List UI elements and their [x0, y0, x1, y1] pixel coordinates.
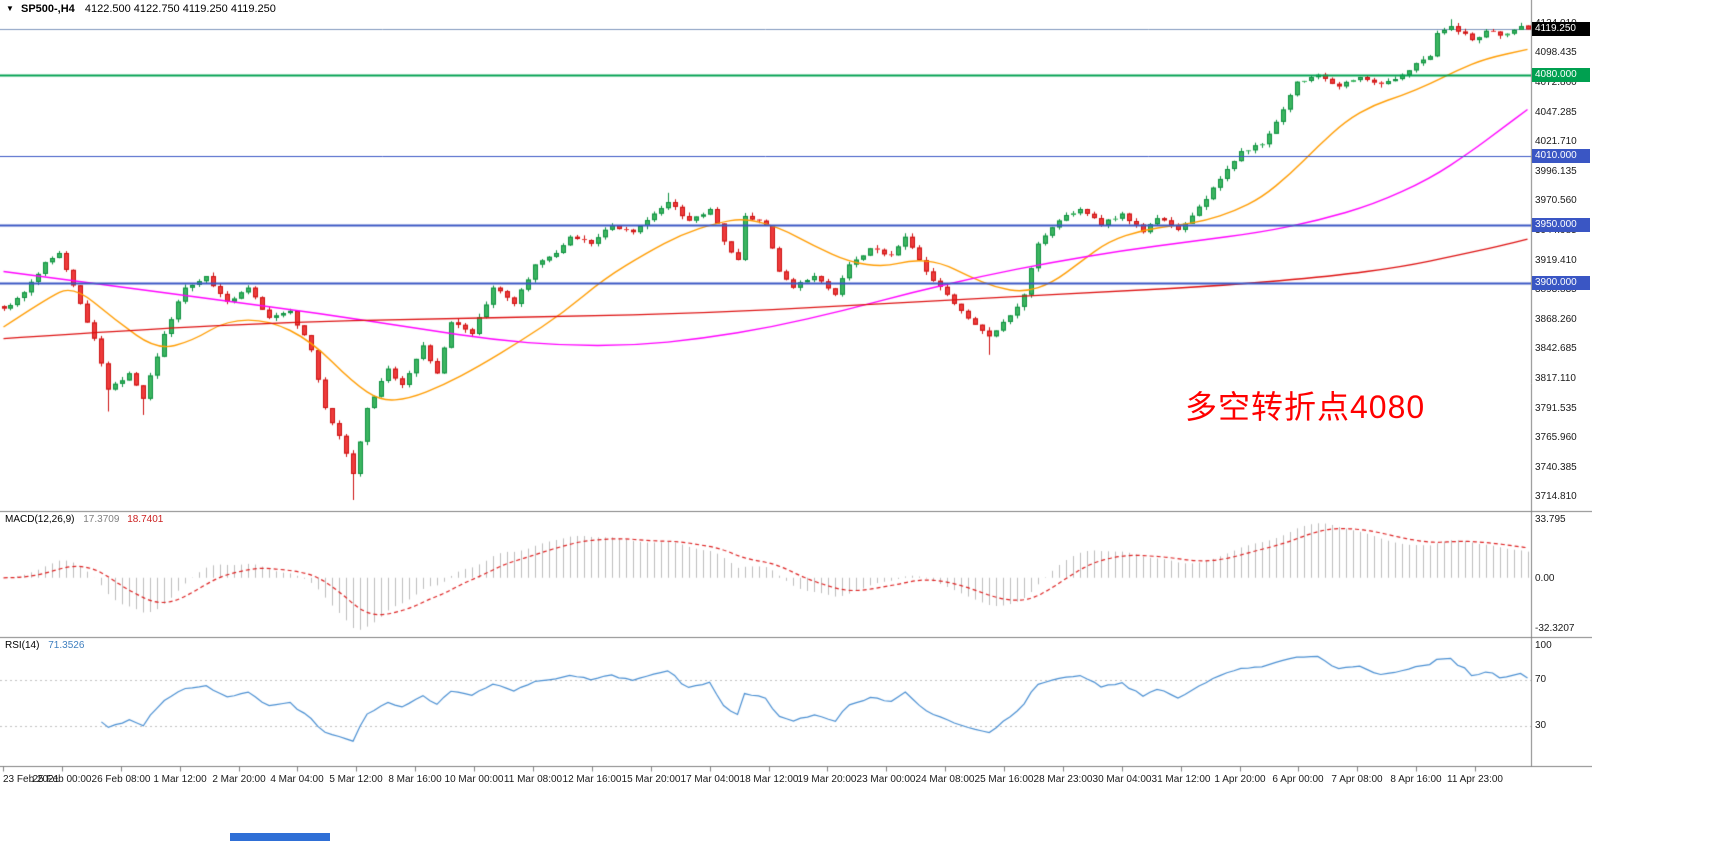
- chart-menu-icon[interactable]: ▼: [6, 4, 14, 13]
- time-axis-label: 6 Apr 00:00: [1272, 774, 1324, 785]
- macd-value-signal: 18.7401: [127, 514, 164, 525]
- time-axis-label: 17 Mar 04:00: [680, 774, 740, 785]
- time-axis-label: 4 Mar 04:00: [270, 774, 324, 785]
- macd-title-row: MACD(12,26,9) 17.3709 18.7401: [5, 514, 163, 525]
- price-axis-label: 3791.535: [1535, 402, 1577, 414]
- price-axis-label: 3817.110: [1535, 372, 1576, 384]
- time-axis-label: 28 Mar 23:00: [1033, 774, 1093, 785]
- chart-plot-canvas[interactable]: [0, 0, 1592, 800]
- time-axis-label: 11 Mar 08:00: [503, 774, 563, 785]
- price-axis-label: 3740.385: [1535, 461, 1577, 473]
- macd-axis-label: 33.795: [1535, 514, 1566, 525]
- macd-value-main: 17.3709: [83, 514, 120, 525]
- time-axis-label: 15 Mar 20:00: [621, 774, 681, 785]
- price-axis-label: 4021.710: [1535, 136, 1577, 148]
- time-axis-label: 19 Mar 20:00: [797, 774, 857, 785]
- macd-axis-label: 0.00: [1535, 572, 1555, 584]
- rsi-title: RSI(14): [5, 640, 40, 651]
- time-axis-label: 23 Feb 2021: [3, 774, 60, 785]
- time-axis-label: 1 Mar 12:00: [153, 774, 207, 785]
- time-axis-label: 8 Apr 16:00: [1390, 774, 1442, 785]
- price-axis-label: 4072.860: [1535, 77, 1577, 89]
- rsi-axis-label: 70: [1535, 674, 1547, 686]
- price-axis-label: 3970.560: [1535, 195, 1577, 207]
- time-axis-label: 30 Mar 04:00: [1092, 774, 1152, 785]
- price-level-badge: 3950.000: [1532, 218, 1590, 233]
- time-axis-label: 7 Apr 08:00: [1331, 774, 1383, 785]
- macd-axis-label: -32.3207: [1535, 623, 1575, 634]
- time-axis-label: 1 Apr 20:00: [1214, 774, 1266, 785]
- time-axis-label: 25 Feb 00:00: [32, 774, 92, 785]
- time-axis-label: 5 Mar 12:00: [329, 774, 383, 785]
- chart-symbol-period: SP500-,H4: [20, 3, 75, 15]
- price-level-badge: 4010.000: [1532, 148, 1590, 163]
- taskbar-item[interactable]: [230, 833, 330, 841]
- price-axis-label: 4098.435: [1535, 47, 1577, 59]
- time-axis-label: 24 Mar 08:00: [915, 774, 975, 785]
- price-axis-label: 3842.685: [1535, 343, 1577, 355]
- time-axis-label: 26 Feb 08:00: [91, 774, 151, 785]
- bottom-strip: [0, 800, 1720, 841]
- annotation-text: 多空转折点4080: [1185, 389, 1426, 425]
- rsi-axis-label: 100: [1535, 640, 1552, 651]
- macd-title: MACD(12,26,9): [5, 514, 75, 525]
- chart-title-bar: ▼ SP500-,H4 4122.500 4122.750 4119.250 4…: [6, 3, 276, 15]
- time-axis-label: 23 Mar 00:00: [856, 774, 916, 785]
- rsi-axis-label: 30: [1535, 719, 1547, 731]
- price-axis-label: 3868.260: [1535, 313, 1577, 325]
- time-axis-label: 18 Mar 12:00: [739, 774, 799, 785]
- chart-ohlc-values: 4122.500 4122.750 4119.250 4119.250: [84, 3, 276, 15]
- time-axis-label: 31 Mar 12:00: [1151, 774, 1211, 785]
- price-axis-label: 3714.810: [1535, 491, 1577, 503]
- price-level-badge: 4080.000: [1532, 67, 1590, 82]
- current-price-badge: 4119.250: [1532, 22, 1590, 37]
- time-axis-label: 25 Mar 16:00: [974, 774, 1034, 785]
- rsi-title-row: RSI(14) 71.3526: [5, 640, 84, 651]
- price-axis-label: 3765.960: [1535, 432, 1577, 444]
- price-axis-label: 3996.135: [1535, 165, 1577, 177]
- chart-window: ▼ SP500-,H4 4122.500 4122.750 4119.250 4…: [0, 0, 1592, 800]
- time-axis-label: 10 Mar 00:00: [444, 774, 504, 785]
- price-axis-label: 4047.285: [1535, 106, 1577, 118]
- price-axis-label: 3919.410: [1535, 254, 1577, 266]
- time-axis-label: 2 Mar 20:00: [212, 774, 266, 785]
- price-level-badge: 3900.000: [1532, 276, 1590, 291]
- time-axis-label: 8 Mar 16:00: [388, 774, 442, 785]
- rsi-value: 71.3526: [48, 640, 85, 651]
- time-axis-label: 11 Apr 23:00: [1447, 774, 1503, 785]
- time-axis-label: 12 Mar 16:00: [562, 774, 622, 785]
